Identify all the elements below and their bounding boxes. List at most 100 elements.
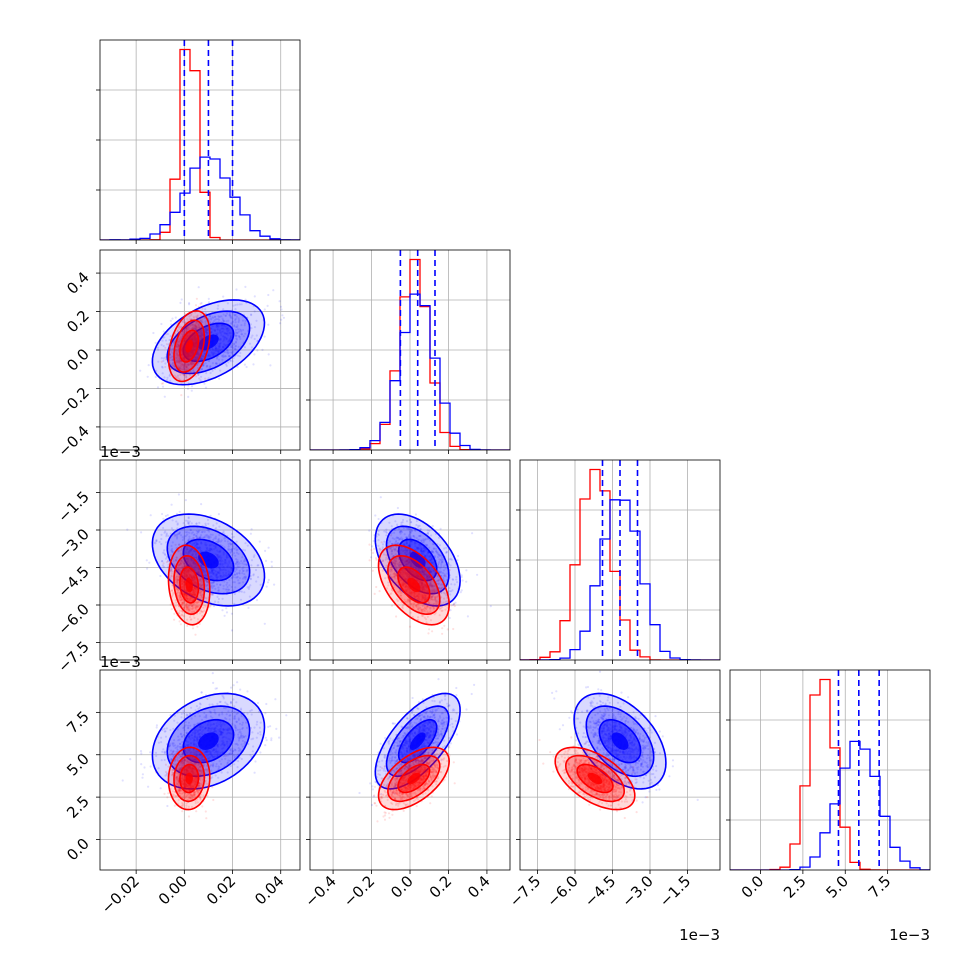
scatter-point <box>253 353 255 355</box>
scatter-point <box>449 609 451 611</box>
scatter-point <box>192 627 194 629</box>
scatter-point <box>191 385 193 387</box>
scatter-point <box>247 607 249 609</box>
scatter-point <box>181 298 183 300</box>
scatter-point <box>200 303 202 305</box>
scatter-point <box>443 625 445 627</box>
scatter-point <box>198 286 200 288</box>
scatter-point <box>179 302 181 304</box>
scatter-point <box>280 319 282 321</box>
scatter-point <box>460 591 462 593</box>
scatter-point <box>173 619 175 621</box>
scatter-point <box>210 515 212 517</box>
scatter-point <box>186 625 188 627</box>
scatter-point <box>218 513 220 515</box>
scatter-point <box>397 507 399 509</box>
scatter-point <box>368 530 370 532</box>
scatter-point <box>279 322 281 324</box>
scatter-point <box>187 396 189 398</box>
scatter-point <box>461 574 463 576</box>
scatter-point <box>279 300 281 302</box>
scatter-point <box>161 383 163 385</box>
scatter-point <box>179 620 181 622</box>
y-tick-label-p3: −6.0 <box>54 600 92 638</box>
scatter-point <box>208 298 210 300</box>
scatter-point <box>160 323 162 325</box>
scatter-point <box>264 550 266 552</box>
scatter-point <box>163 330 165 332</box>
scatter-point <box>432 525 434 527</box>
scatter-point <box>221 609 223 611</box>
scatter-point <box>188 302 190 304</box>
scatter-point <box>378 518 380 520</box>
scatter-point <box>152 332 154 334</box>
scatter-point <box>471 532 473 534</box>
scatter-point <box>244 286 246 288</box>
scatter-point <box>476 574 478 576</box>
scatter-point <box>171 608 173 610</box>
scatter-point <box>159 575 161 577</box>
scatter-point <box>139 370 141 372</box>
scatter-point <box>369 559 371 561</box>
scatter-point <box>203 383 205 385</box>
scatter-point <box>379 590 381 592</box>
scatter-point <box>178 493 180 495</box>
scatter-point <box>271 565 273 567</box>
scatter-point <box>173 613 175 615</box>
scatter-point <box>465 581 467 583</box>
scatter-point <box>264 308 266 310</box>
scatter-point <box>187 388 189 390</box>
scatter-point <box>170 604 172 606</box>
scatter-point <box>200 503 202 505</box>
scatter-point <box>231 613 233 615</box>
scatter-point <box>175 317 177 319</box>
scatter-point <box>225 607 227 609</box>
scatter-point <box>265 560 267 562</box>
scatter-point <box>191 390 193 392</box>
scatter-point <box>370 556 372 558</box>
scatter-point <box>272 289 274 291</box>
scatter-point <box>395 615 397 617</box>
scatter-point <box>280 306 282 308</box>
scatter-point <box>374 514 376 516</box>
scatter-point <box>462 579 464 581</box>
scatter-point <box>147 376 149 378</box>
scatter-point <box>231 629 233 631</box>
scatter-point <box>452 628 454 630</box>
scatter-point <box>164 396 166 398</box>
y-tick-label-p2: −0.2 <box>54 384 92 422</box>
y-tick-label-p2: 0.4 <box>63 268 93 298</box>
scatter-point <box>185 499 187 501</box>
scatter-point <box>244 364 246 366</box>
scatter-point <box>261 349 263 351</box>
scatter-point <box>146 559 148 561</box>
y-tick-label-p3: −7.5 <box>54 638 92 676</box>
scatter-point <box>428 628 430 630</box>
scatter-point <box>235 288 237 290</box>
y-tick-label-p2: −0.4 <box>54 422 92 460</box>
scatter-point <box>268 579 270 581</box>
scatter-point <box>209 605 211 607</box>
scatter-point <box>180 394 182 396</box>
scatter-point <box>146 568 148 570</box>
scatter-point <box>409 626 411 628</box>
scatter-point <box>157 386 159 388</box>
scatter-point <box>267 324 269 326</box>
scatter-point <box>196 626 198 628</box>
scatter-point <box>371 545 373 547</box>
scatter-point <box>457 555 459 557</box>
scatter-point <box>415 513 417 515</box>
scatter-point <box>467 615 469 617</box>
scatter-point <box>268 353 270 355</box>
scatter-point <box>267 305 269 307</box>
scatter-point <box>218 378 220 380</box>
scatter-point <box>180 623 182 625</box>
scatter-point <box>273 584 275 586</box>
scatter-point <box>259 541 261 543</box>
scatter-point <box>281 314 283 316</box>
scatter-point <box>267 581 269 583</box>
scatter-point <box>252 363 254 365</box>
scatter-point <box>155 376 157 378</box>
scatter-point <box>224 615 226 617</box>
